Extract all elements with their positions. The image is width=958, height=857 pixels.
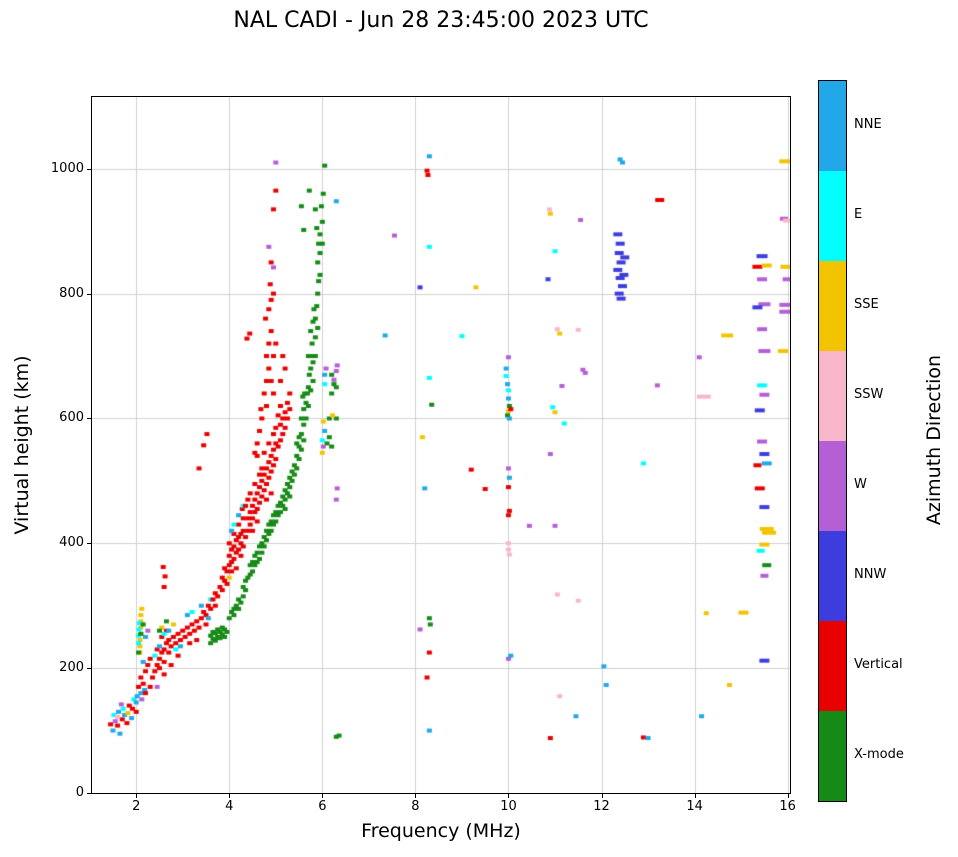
colorbar-label-x-mode: X-mode: [854, 747, 904, 762]
x-tick-mark: [229, 794, 231, 798]
x-tick-label: 8: [411, 799, 420, 814]
x-tick-mark: [136, 794, 138, 798]
chart-title: NAL CADI - Jun 28 23:45:00 2023 UTC: [233, 8, 649, 33]
colorbar-segment-ssw: [819, 351, 846, 441]
y-tick-label: 1000: [50, 160, 84, 176]
colorbar-label-e: E: [854, 207, 863, 222]
y-tick-mark: [87, 543, 91, 545]
plot-area: [91, 96, 791, 794]
colorbar-segment-nne: [819, 81, 846, 171]
colorbar-title: Azimuth Direction: [923, 354, 945, 526]
colorbar-segment-e: [819, 171, 846, 261]
x-tick-mark: [787, 794, 789, 798]
y-axis-label: Virtual height (km): [11, 355, 33, 535]
x-axis-label: Frequency (MHz): [361, 820, 521, 842]
colorbar-segment-w: [819, 441, 846, 531]
x-tick-label: 12: [593, 799, 610, 814]
y-tick-mark: [87, 168, 91, 170]
colorbar-label-vertical: Vertical: [854, 657, 903, 672]
x-tick-mark: [508, 794, 510, 798]
scatter-canvas: [92, 97, 790, 793]
y-tick-label: 200: [59, 660, 84, 676]
y-tick-label: 400: [59, 535, 84, 551]
x-tick-label: 16: [779, 799, 796, 814]
x-tick-label: 6: [318, 799, 327, 814]
y-tick-mark: [87, 418, 91, 420]
colorbar-segment-nnw: [819, 531, 846, 621]
y-tick-label: 600: [59, 410, 84, 426]
colorbar-label-sse: SSE: [854, 297, 879, 312]
x-tick-label: 10: [500, 799, 517, 814]
colorbar-segment-vertical: [819, 621, 846, 711]
colorbar-label-w: W: [854, 477, 867, 492]
x-tick-label: 4: [225, 799, 234, 814]
colorbar-segment-x-mode: [819, 711, 846, 801]
y-tick-label: 0: [75, 785, 84, 800]
colorbar-label-nnw: NNW: [854, 567, 887, 582]
x-tick-mark: [322, 794, 324, 798]
y-tick-label: 800: [59, 285, 84, 301]
colorbar-segment-sse: [819, 261, 846, 351]
y-tick-mark: [87, 793, 91, 794]
x-tick-mark: [694, 794, 696, 798]
colorbar-label-nne: NNE: [854, 117, 882, 132]
x-tick-mark: [415, 794, 417, 798]
y-tick-mark: [87, 668, 91, 670]
x-tick-mark: [601, 794, 603, 798]
x-tick-label: 2: [132, 799, 141, 814]
colorbar: [818, 80, 847, 802]
colorbar-label-ssw: SSW: [854, 387, 884, 402]
y-tick-mark: [87, 293, 91, 295]
x-tick-label: 14: [686, 799, 703, 814]
